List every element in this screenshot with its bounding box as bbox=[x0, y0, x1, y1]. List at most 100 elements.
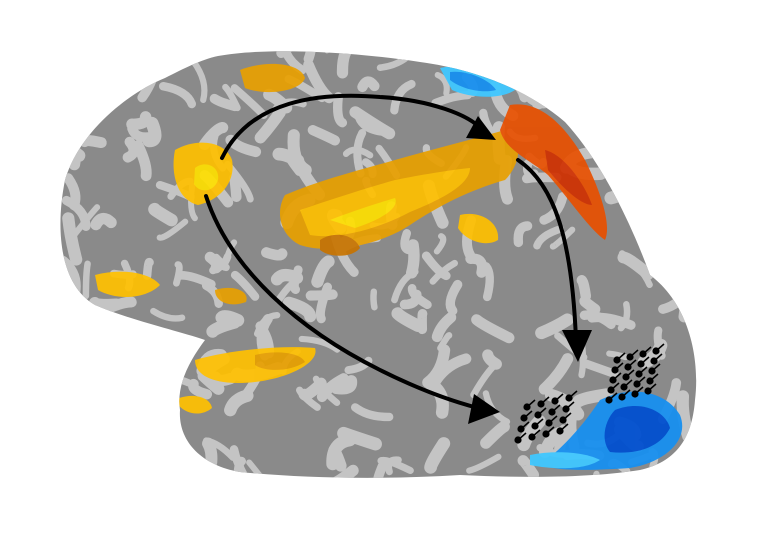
gyrus-stroke bbox=[176, 271, 216, 289]
gyrus-stroke bbox=[587, 312, 636, 330]
gyrus-stroke bbox=[694, 51, 697, 55]
gyrus-stroke bbox=[60, 419, 74, 440]
gyrus-stroke bbox=[82, 260, 91, 300]
gyrus-stroke bbox=[445, 279, 463, 316]
gyrus-stroke bbox=[83, 454, 122, 478]
gyrus-stroke bbox=[548, 477, 571, 478]
gyrus-stroke bbox=[86, 335, 109, 385]
gyrus-stroke bbox=[434, 71, 450, 97]
electrode-contact bbox=[528, 429, 541, 441]
gyrus-stroke bbox=[616, 137, 637, 171]
electrode-contact bbox=[631, 386, 644, 398]
electrode-contact bbox=[531, 418, 544, 430]
electrode-contact bbox=[648, 363, 661, 375]
gyrus-stroke bbox=[278, 51, 307, 75]
gyrus-stroke bbox=[40, 243, 55, 274]
electrode-contact bbox=[609, 372, 622, 384]
gyrus-stroke bbox=[576, 275, 592, 302]
gyrus-stroke bbox=[94, 77, 126, 100]
electrode-contact bbox=[517, 421, 530, 433]
gyrus-stroke bbox=[353, 129, 367, 178]
gyrus-stroke bbox=[579, 295, 601, 315]
gyrus-stroke bbox=[647, 214, 673, 229]
electrode-contact bbox=[626, 349, 639, 361]
gyrus-stroke bbox=[673, 285, 691, 323]
gyrus-stroke bbox=[370, 288, 378, 311]
gyrus-stroke bbox=[351, 403, 394, 422]
gyrus-stroke bbox=[282, 296, 317, 323]
electrode-grids bbox=[514, 343, 665, 444]
gyrus-stroke bbox=[229, 172, 242, 202]
gyrus-stroke bbox=[101, 434, 127, 458]
gyrus-stroke bbox=[628, 51, 654, 58]
electrode-contact bbox=[545, 415, 558, 427]
electrode-contact bbox=[613, 352, 626, 364]
gyrus-stroke bbox=[323, 51, 343, 54]
gyrus-stroke bbox=[431, 312, 457, 343]
gyrus-stroke bbox=[305, 289, 338, 301]
gyrus-stroke bbox=[421, 251, 451, 281]
gyrus-stroke bbox=[79, 135, 107, 149]
gyrus-stroke bbox=[206, 316, 241, 338]
gyrus-stroke bbox=[60, 414, 67, 459]
electrode-contact bbox=[548, 404, 561, 416]
electrode-contact bbox=[635, 366, 648, 378]
electrode-contact bbox=[637, 356, 650, 368]
gyrus-stroke bbox=[132, 140, 152, 182]
gyrus-stroke bbox=[406, 239, 420, 279]
gyrus-stroke bbox=[63, 173, 81, 211]
gyrus-stroke bbox=[661, 186, 697, 223]
connection-arrows bbox=[204, 93, 592, 424]
gyrus-stroke bbox=[689, 234, 697, 252]
gyrus-stroke bbox=[138, 392, 154, 426]
gyrus-stroke bbox=[400, 229, 415, 255]
gyrus-stroke bbox=[481, 262, 494, 302]
gyrus-stroke bbox=[678, 148, 697, 192]
gyrus-stroke bbox=[60, 78, 93, 91]
electrode-contact bbox=[562, 401, 575, 413]
arrow-frontal-to-temporal bbox=[204, 194, 480, 410]
gyrus-stroke bbox=[590, 104, 605, 129]
electrode-contact bbox=[611, 362, 624, 374]
gyrus-stroke bbox=[658, 51, 679, 72]
gyrus-stroke bbox=[298, 335, 341, 353]
gyrus-stroke bbox=[513, 221, 533, 248]
electrode-contact bbox=[523, 399, 536, 411]
gyrus-stroke bbox=[60, 128, 86, 162]
gyrus-stroke bbox=[311, 255, 335, 288]
gyrus-stroke bbox=[60, 255, 81, 300]
gyrus-stroke bbox=[520, 60, 534, 95]
gyrus-stroke bbox=[422, 344, 451, 389]
gyrus-stroke bbox=[62, 212, 83, 266]
gyrus-stroke bbox=[126, 111, 152, 131]
gyrus-stroke bbox=[653, 326, 666, 360]
gyrus-stroke bbox=[75, 332, 98, 355]
gyrus-stroke bbox=[100, 380, 131, 407]
arrowhead-parietal bbox=[466, 116, 496, 140]
arrow-parietal-to-occipital bbox=[516, 158, 578, 342]
gyrus-stroke bbox=[390, 79, 416, 115]
gyrus-stroke bbox=[377, 456, 414, 475]
electrode-contact bbox=[620, 379, 633, 391]
gyrus-stroke bbox=[424, 437, 451, 474]
gyrus-stroke bbox=[134, 351, 186, 368]
gyrus-stroke bbox=[158, 81, 197, 109]
gyrus-stroke bbox=[222, 83, 241, 112]
gyrus-stroke bbox=[336, 51, 357, 79]
gyrus-stroke bbox=[112, 88, 123, 107]
gyrus-stroke bbox=[90, 212, 117, 231]
electrode-contact bbox=[559, 412, 572, 424]
arrow-frontal-to-parietal bbox=[220, 93, 484, 160]
gyrus-stroke bbox=[592, 470, 612, 478]
gyrus-stroke bbox=[533, 225, 564, 250]
electrode-contact bbox=[551, 393, 564, 405]
gyrus-stroke bbox=[531, 76, 549, 110]
gyrus-stroke bbox=[116, 411, 144, 455]
electrode-contact bbox=[652, 343, 665, 355]
gyrus-stroke bbox=[142, 257, 154, 280]
gyrus-stroke bbox=[606, 350, 629, 361]
electrode-contact bbox=[565, 390, 578, 402]
gyrus-stroke bbox=[153, 472, 191, 478]
electrode-contact bbox=[639, 346, 652, 358]
